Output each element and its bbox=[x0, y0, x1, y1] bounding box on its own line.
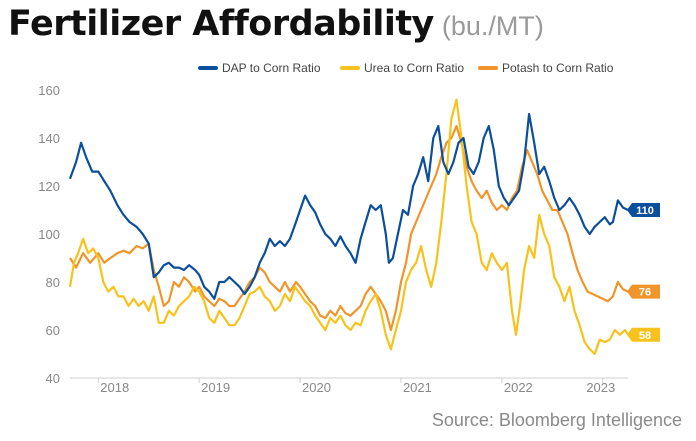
series-line-urea bbox=[68, 98, 629, 356]
x-tick-label: 2023 bbox=[586, 380, 615, 395]
x-axis-ticks: 2018 2019 2020 2021 2022 2023 bbox=[97, 378, 615, 395]
series-line-dap bbox=[68, 112, 629, 300]
series-line-potash bbox=[69, 124, 629, 332]
x-tick-label: 2018 bbox=[100, 380, 129, 395]
y-tick-label: 60 bbox=[46, 323, 60, 338]
chart-subtitle: (bu./MT) bbox=[441, 11, 544, 41]
y-axis-ticks: 40 60 80 100 120 140 160 bbox=[38, 83, 60, 386]
legend-item-potash: Potash to Corn Ratio bbox=[478, 61, 614, 75]
y-tick-label: 140 bbox=[38, 131, 60, 146]
series-lines bbox=[68, 98, 629, 356]
source-note: Source: Bloomberg Intelligence bbox=[431, 410, 682, 430]
end-label-value: 58 bbox=[639, 330, 651, 342]
end-label-box bbox=[627, 284, 660, 299]
x-tick-label: 2020 bbox=[302, 380, 331, 395]
x-tick-label: 2022 bbox=[504, 380, 533, 395]
end-label-value: 76 bbox=[639, 287, 651, 299]
chart-title: Fertilizer Affordability bbox=[8, 4, 434, 44]
x-tick-label: 2019 bbox=[201, 380, 230, 395]
legend: DAP to Corn Ratio Urea to Corn Ratio Potas… bbox=[198, 61, 614, 75]
y-tick-label: 80 bbox=[46, 275, 60, 290]
end-label-dap: 110 bbox=[627, 203, 660, 217]
end-label-value: 110 bbox=[636, 205, 654, 217]
title-block: Fertilizer Affordability (bu./MT) bbox=[8, 4, 544, 44]
y-tick-label: 160 bbox=[38, 83, 60, 98]
y-tick-label: 120 bbox=[38, 179, 60, 194]
legend-label: Urea to Corn Ratio bbox=[364, 61, 464, 75]
end-label-box bbox=[627, 327, 660, 342]
end-label-potash: 76 bbox=[627, 284, 660, 299]
legend-item-dap: DAP to Corn Ratio bbox=[198, 61, 321, 75]
end-labels: 110 58 76 bbox=[627, 203, 660, 342]
end-label-box bbox=[627, 203, 660, 217]
legend-item-urea: Urea to Corn Ratio bbox=[340, 61, 464, 75]
x-tick-label: 2021 bbox=[403, 380, 432, 395]
y-tick-label: 40 bbox=[46, 371, 60, 386]
end-label-urea: 58 bbox=[627, 327, 660, 342]
legend-label: Potash to Corn Ratio bbox=[502, 61, 614, 75]
legend-label: DAP to Corn Ratio bbox=[222, 61, 321, 75]
y-tick-label: 100 bbox=[38, 227, 60, 242]
